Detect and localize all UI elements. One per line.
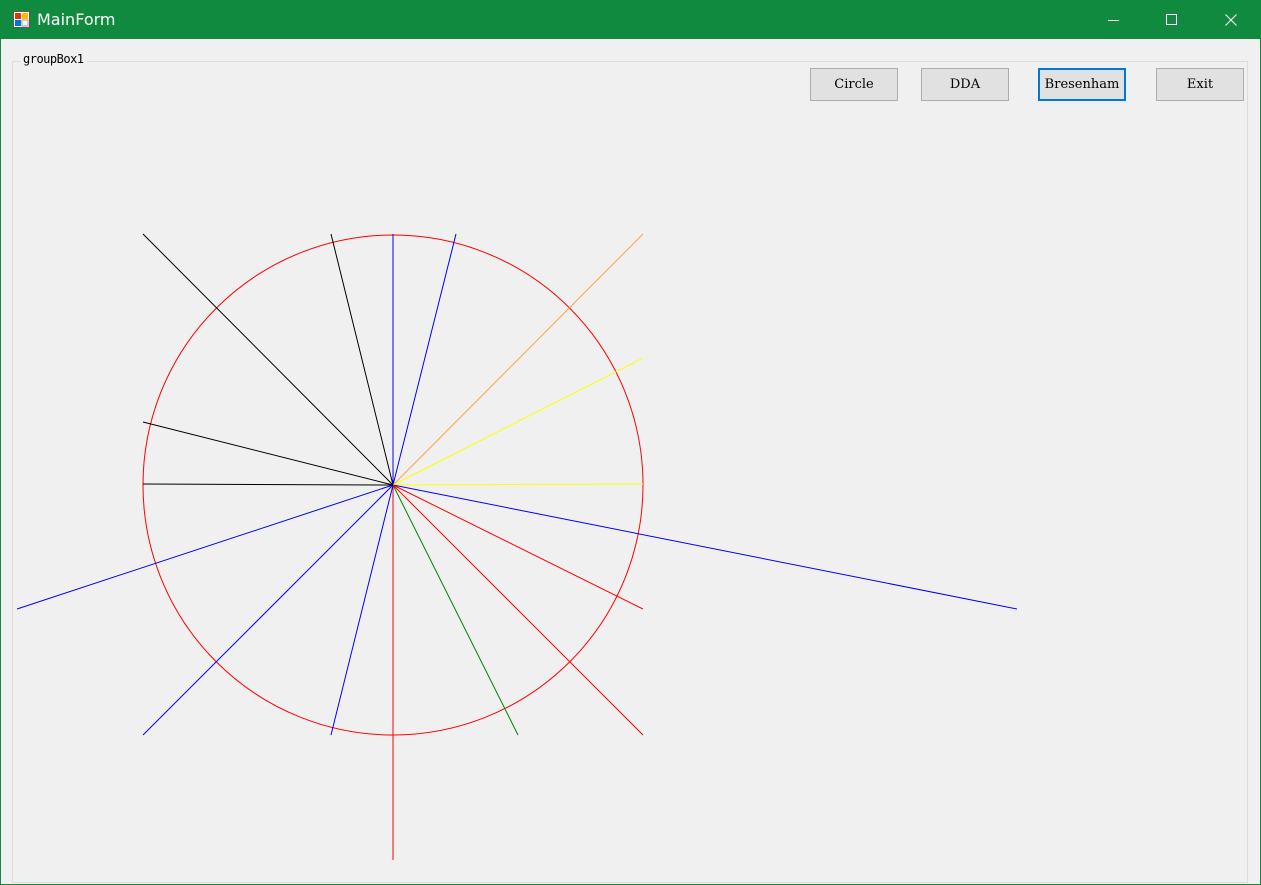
- bresenham-button[interactable]: Bresenham: [1038, 68, 1126, 101]
- drawn-line-16: [142, 483, 394, 486]
- drawn-line-8: [392, 484, 1018, 610]
- close-icon: [1225, 14, 1237, 26]
- title-bar[interactable]: MainForm: [1, 1, 1260, 39]
- drawn-line-2: [330, 233, 394, 486]
- exit-button[interactable]: Exit: [1156, 68, 1244, 101]
- app-form-icon: [13, 11, 30, 28]
- minimize-button[interactable]: [1085, 1, 1143, 39]
- drawn-line-7: [392, 483, 644, 486]
- minimize-icon: [1108, 20, 1119, 21]
- drawn-line-15: [16, 484, 394, 610]
- drawn-line-11: [392, 484, 519, 736]
- drawn-line-5: [392, 233, 644, 486]
- group-box: [12, 61, 1248, 883]
- maximize-button[interactable]: [1143, 1, 1201, 39]
- drawn-line-13: [330, 484, 394, 736]
- groupbox-label: groupBox1: [20, 52, 87, 66]
- dda-button[interactable]: DDA: [921, 68, 1009, 101]
- circle-button[interactable]: Circle: [810, 68, 898, 101]
- close-button[interactable]: [1202, 1, 1260, 39]
- drawn-line-14: [142, 484, 394, 736]
- drawn-line-6: [392, 357, 644, 486]
- maximize-icon: [1166, 14, 1177, 25]
- drawn-line-4: [392, 233, 457, 486]
- drawn-line-10: [392, 484, 644, 736]
- drawn-line-9: [392, 484, 644, 610]
- drawn-line-1: [142, 233, 394, 486]
- window-title: MainForm: [37, 10, 116, 29]
- drawn-line-17: [142, 421, 394, 486]
